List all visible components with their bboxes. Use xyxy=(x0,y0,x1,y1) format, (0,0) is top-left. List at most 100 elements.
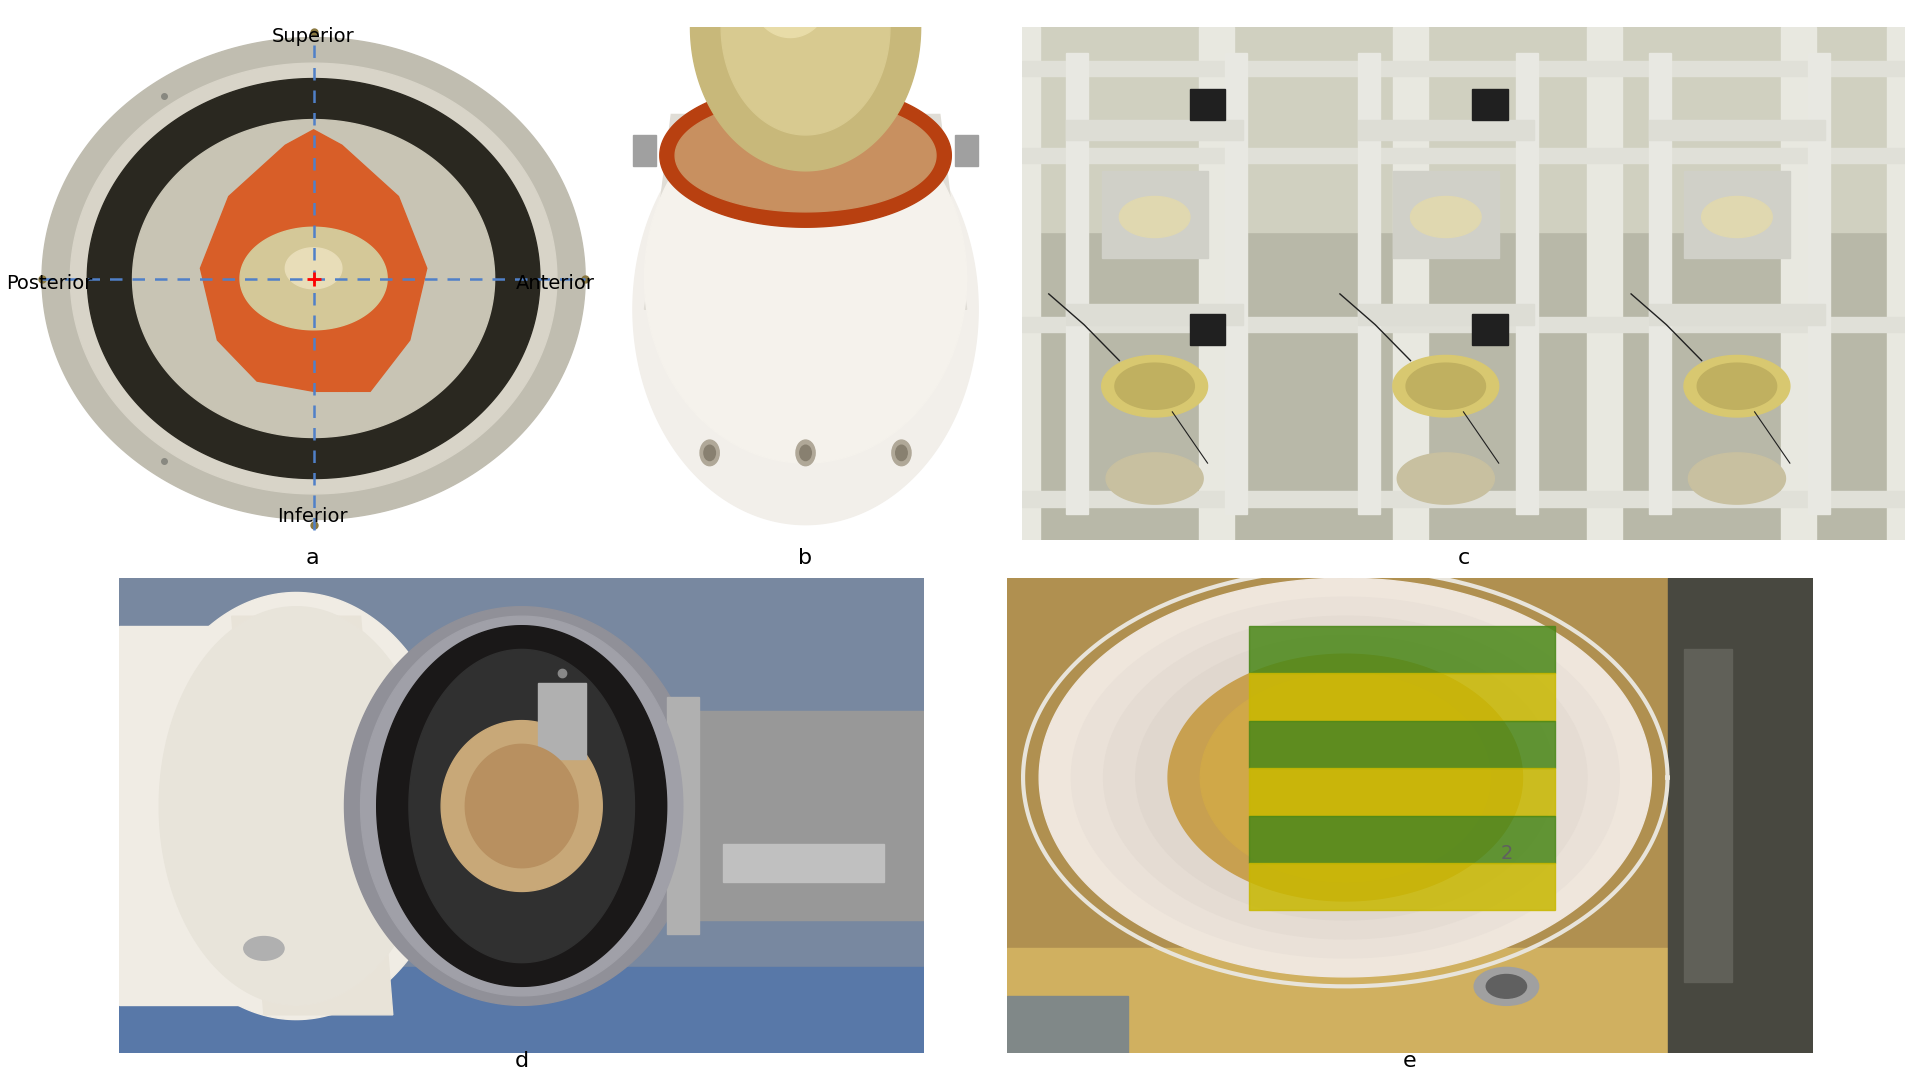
Polygon shape xyxy=(232,616,393,1015)
Polygon shape xyxy=(466,744,577,867)
Polygon shape xyxy=(132,120,495,437)
Polygon shape xyxy=(667,711,924,920)
Polygon shape xyxy=(1392,27,1429,540)
Polygon shape xyxy=(1022,27,1905,540)
Circle shape xyxy=(896,445,907,460)
Polygon shape xyxy=(1358,53,1379,514)
Polygon shape xyxy=(1199,27,1233,540)
Polygon shape xyxy=(1358,120,1534,140)
Polygon shape xyxy=(119,578,924,1053)
Text: Anterior: Anterior xyxy=(516,274,595,293)
Polygon shape xyxy=(675,99,936,212)
Polygon shape xyxy=(667,697,698,934)
Polygon shape xyxy=(1189,314,1226,345)
Circle shape xyxy=(1486,974,1527,998)
Polygon shape xyxy=(723,844,884,882)
Text: a: a xyxy=(305,548,320,567)
Polygon shape xyxy=(1684,356,1789,417)
Polygon shape xyxy=(1517,53,1538,514)
Text: b: b xyxy=(798,548,813,567)
Polygon shape xyxy=(1114,363,1195,409)
Polygon shape xyxy=(721,0,890,135)
Polygon shape xyxy=(644,115,967,310)
Polygon shape xyxy=(1022,147,1905,164)
Polygon shape xyxy=(1007,948,1813,1053)
Polygon shape xyxy=(690,0,921,171)
Polygon shape xyxy=(1782,27,1816,540)
Text: c: c xyxy=(1458,548,1469,567)
Polygon shape xyxy=(1649,53,1671,514)
Polygon shape xyxy=(1135,635,1555,920)
Polygon shape xyxy=(361,616,683,996)
Polygon shape xyxy=(1887,27,1918,540)
Polygon shape xyxy=(119,626,265,1006)
Polygon shape xyxy=(1022,317,1905,333)
Polygon shape xyxy=(1249,720,1555,768)
Polygon shape xyxy=(1120,196,1189,238)
Polygon shape xyxy=(1684,649,1732,982)
Polygon shape xyxy=(1249,816,1555,863)
Polygon shape xyxy=(286,248,341,289)
Text: d: d xyxy=(514,1052,529,1071)
Polygon shape xyxy=(1586,27,1623,540)
Circle shape xyxy=(700,440,719,466)
Polygon shape xyxy=(1392,171,1498,259)
Polygon shape xyxy=(1066,304,1243,325)
Polygon shape xyxy=(1007,996,1128,1053)
Polygon shape xyxy=(1701,196,1772,238)
Polygon shape xyxy=(1392,356,1498,417)
Polygon shape xyxy=(1168,655,1523,901)
Polygon shape xyxy=(1249,768,1555,816)
Polygon shape xyxy=(1684,171,1789,259)
Circle shape xyxy=(704,445,715,460)
Polygon shape xyxy=(376,626,667,986)
Polygon shape xyxy=(1807,53,1830,514)
Polygon shape xyxy=(1007,578,1813,1053)
Polygon shape xyxy=(409,649,635,962)
Text: e: e xyxy=(1402,1052,1417,1071)
Polygon shape xyxy=(1066,53,1089,514)
Polygon shape xyxy=(644,94,967,463)
Circle shape xyxy=(892,440,911,466)
Polygon shape xyxy=(1005,27,1040,540)
Polygon shape xyxy=(1398,453,1494,504)
Polygon shape xyxy=(71,63,556,494)
Polygon shape xyxy=(1667,578,1813,1053)
Polygon shape xyxy=(42,37,585,519)
Polygon shape xyxy=(955,135,978,166)
Polygon shape xyxy=(134,592,456,1020)
Polygon shape xyxy=(1406,363,1486,409)
Polygon shape xyxy=(345,607,698,1005)
Text: Posterior: Posterior xyxy=(6,274,92,293)
Polygon shape xyxy=(1022,27,1905,232)
Polygon shape xyxy=(159,607,433,1005)
Polygon shape xyxy=(1189,88,1226,120)
Polygon shape xyxy=(1473,314,1508,345)
Text: Inferior: Inferior xyxy=(278,507,347,526)
Polygon shape xyxy=(1226,53,1247,514)
Polygon shape xyxy=(240,227,387,329)
Polygon shape xyxy=(119,968,924,1053)
Polygon shape xyxy=(1103,616,1586,939)
Polygon shape xyxy=(1249,863,1555,910)
Polygon shape xyxy=(1101,356,1208,417)
Polygon shape xyxy=(660,84,951,227)
Polygon shape xyxy=(211,140,416,392)
Polygon shape xyxy=(1022,61,1905,76)
Text: 2: 2 xyxy=(1500,844,1513,863)
Polygon shape xyxy=(1072,597,1619,958)
Polygon shape xyxy=(752,0,829,37)
Polygon shape xyxy=(1201,673,1490,882)
Circle shape xyxy=(1475,968,1538,1006)
Polygon shape xyxy=(1066,120,1243,140)
Circle shape xyxy=(800,445,811,460)
Polygon shape xyxy=(1410,196,1481,238)
Polygon shape xyxy=(1697,363,1776,409)
Polygon shape xyxy=(1473,88,1508,120)
Polygon shape xyxy=(1358,304,1534,325)
Polygon shape xyxy=(1107,453,1203,504)
Polygon shape xyxy=(1688,453,1786,504)
Polygon shape xyxy=(1649,304,1826,325)
Polygon shape xyxy=(441,721,602,891)
Polygon shape xyxy=(1101,171,1208,259)
